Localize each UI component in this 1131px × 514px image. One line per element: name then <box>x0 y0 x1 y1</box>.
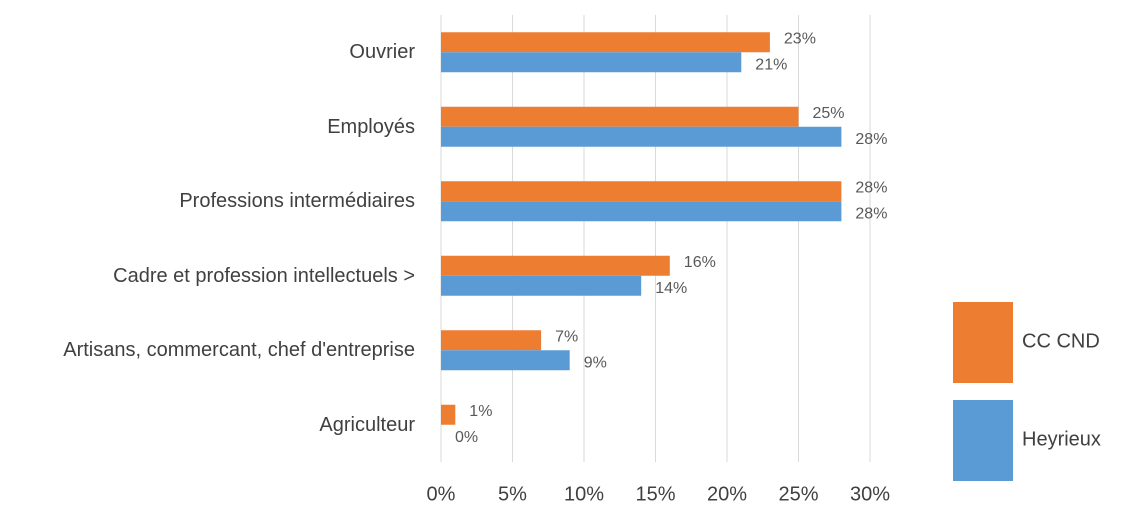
category-label: Employés <box>327 115 415 138</box>
value-label: 28% <box>855 179 887 196</box>
x-tick-label: 30% <box>850 483 890 505</box>
category-label: Agriculteur <box>319 413 415 436</box>
category-label: Cadre et profession intellectuels > <box>113 264 415 287</box>
bar <box>441 106 799 127</box>
value-label: 16% <box>684 254 716 271</box>
bar <box>441 181 842 202</box>
x-tick-label: 10% <box>564 483 604 505</box>
value-label: 9% <box>584 354 607 371</box>
legend-label: Heyrieux <box>1022 428 1101 450</box>
category-label: Artisans, commercant, chef d'entreprise <box>63 339 415 362</box>
x-tick-label: 5% <box>498 483 527 505</box>
legend-swatch <box>953 400 1013 481</box>
value-label: 14% <box>655 280 687 297</box>
bar <box>441 126 842 147</box>
value-label: 21% <box>755 56 787 73</box>
bar <box>441 275 642 296</box>
value-label: 23% <box>784 30 816 47</box>
value-label: 7% <box>555 328 578 345</box>
bar <box>441 404 456 425</box>
bar <box>441 350 570 371</box>
value-label: 28% <box>855 131 887 148</box>
x-tick-label: 25% <box>778 483 818 505</box>
category-label: Professions intermédiaires <box>179 190 415 213</box>
x-tick-label: 20% <box>707 483 747 505</box>
bar <box>441 201 842 222</box>
x-tick-label: 15% <box>635 483 675 505</box>
value-label: 25% <box>813 105 845 122</box>
bar <box>441 330 542 351</box>
bar <box>441 255 670 276</box>
legend-swatch <box>953 302 1013 383</box>
category-label: Ouvrier <box>349 41 415 64</box>
value-label: 1% <box>469 403 492 420</box>
x-tick-label: 0% <box>427 483 456 505</box>
bar <box>441 32 770 53</box>
value-label: 28% <box>855 205 887 222</box>
bar <box>441 52 742 73</box>
value-label: 0% <box>455 429 478 446</box>
legend-label: CC CND <box>1022 330 1100 352</box>
